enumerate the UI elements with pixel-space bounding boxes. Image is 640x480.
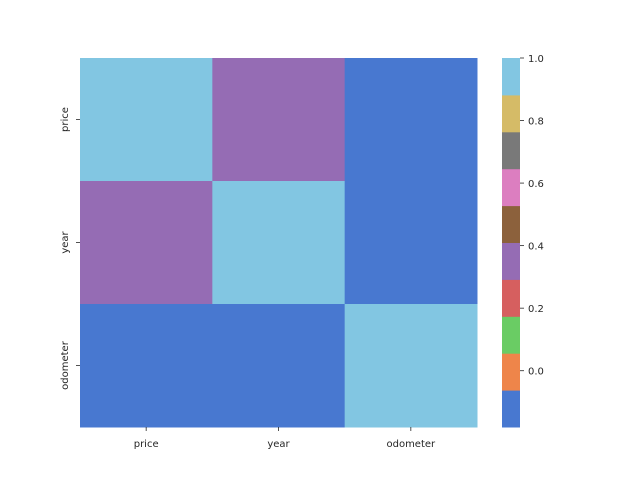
heatmap-cell-year-year <box>212 181 346 305</box>
heatmap-cell-odometer-year <box>212 304 346 428</box>
colorbar-tick-label: 0.4 <box>528 242 544 253</box>
colorbar-tick-label: 0.6 <box>528 179 544 190</box>
heatmap-cell-odometer-price <box>80 304 213 428</box>
colorbar-tick-label: 1.0 <box>528 54 544 65</box>
colorbar-swatch <box>502 168 520 207</box>
colorbar: 1.0 0.8 0.6 0.4 0.2 0.0 <box>502 54 544 428</box>
colorbar-swatch <box>502 316 520 354</box>
x-tick-label: year <box>267 439 290 450</box>
heatmap-cell-price-price <box>80 58 213 182</box>
heatmap-cell-year-price <box>80 181 213 305</box>
y-tick-label: odometer <box>60 340 71 390</box>
colorbar-swatch <box>502 390 520 428</box>
x-tick-label: odometer <box>386 439 436 450</box>
colorbar-swatch <box>502 58 520 96</box>
colorbar-swatch <box>502 94 520 133</box>
heatmap-cell-price-year <box>212 58 346 182</box>
x-tick-label: price <box>134 439 159 450</box>
colorbar-swatch <box>502 279 520 317</box>
heatmap-cell-year-odometer <box>344 181 478 305</box>
colorbar-tick-label: 0.8 <box>528 117 544 128</box>
x-axis: price year odometer <box>134 427 436 450</box>
heatmap-cells <box>80 58 478 428</box>
heatmap-cell-price-odometer <box>344 58 478 182</box>
y-tick-label: year <box>60 230 71 253</box>
colorbar-swatch <box>502 205 520 243</box>
heatmap-cell-odometer-odometer <box>344 304 478 428</box>
colorbar-tick-label: 0.0 <box>528 367 544 378</box>
colorbar-swatch <box>502 353 520 391</box>
colorbar-swatch <box>502 131 520 170</box>
colorbar-tick-label: 0.2 <box>528 304 544 315</box>
y-axis: price year odometer <box>60 107 80 390</box>
y-tick-label: price <box>60 107 71 132</box>
colorbar-swatch <box>502 242 520 280</box>
